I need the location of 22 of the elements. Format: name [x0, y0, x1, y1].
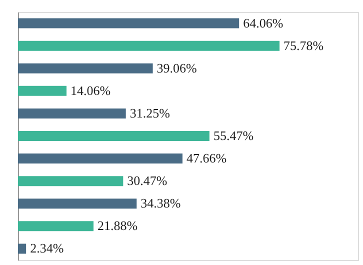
bar [18, 131, 210, 141]
data-label: 55.47% [213, 128, 254, 143]
data-label: 39.06% [156, 60, 198, 76]
data-label: 31.25% [130, 105, 170, 120]
bar [18, 198, 137, 209]
data-label: 2.34% [30, 240, 64, 256]
bar [18, 86, 67, 96]
data-label: 75.78% [284, 38, 324, 53]
bar [18, 18, 240, 28]
data-label: 14.06% [70, 82, 111, 98]
data-label: 30.47% [127, 173, 168, 188]
bar [18, 40, 280, 51]
data-label: 21.88% [98, 218, 138, 234]
bar [18, 244, 26, 254]
bar [18, 108, 126, 118]
data-label: 47.66% [186, 150, 227, 166]
data-label: 64.06% [243, 15, 284, 30]
bar [18, 154, 182, 164]
data-label: 34.38% [140, 196, 181, 211]
bar [18, 63, 153, 74]
bar [18, 176, 124, 186]
bar [18, 221, 94, 232]
